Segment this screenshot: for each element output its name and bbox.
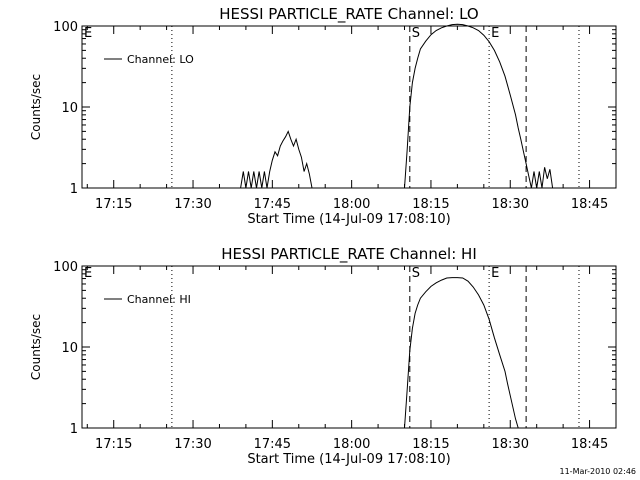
x-tick-label: 17:30 bbox=[174, 437, 211, 452]
panel-lo: HESSI PARTICLE_RATE Channel: LO 17:15 17:3… bbox=[29, 5, 617, 227]
x-axis-label: Start Time (14-Jul-09 17:08:10) bbox=[247, 452, 450, 467]
x-tick-label: 18:00 bbox=[333, 197, 370, 212]
event-marker-label: E bbox=[84, 266, 92, 281]
y-tick-label: 1 bbox=[70, 422, 78, 437]
x-tick-label: 18:15 bbox=[412, 437, 449, 452]
x-tick-label: 17:15 bbox=[95, 437, 132, 452]
y-axis-label: Counts/sec bbox=[29, 314, 43, 380]
event-marker-label: E bbox=[491, 266, 499, 281]
x-tick-label: 17:45 bbox=[254, 437, 291, 452]
y-tick-label: 100 bbox=[53, 20, 78, 35]
panel-hi: HESSI PARTICLE_RATE Channel: HI 17:15 17:3… bbox=[29, 245, 617, 467]
x-tick-label: 18:45 bbox=[571, 197, 608, 212]
x-tick-label: 17:15 bbox=[95, 197, 132, 212]
legend-label: Channel: LO bbox=[127, 53, 194, 66]
data-series-line bbox=[404, 23, 554, 189]
event-marker-label: S bbox=[412, 266, 420, 281]
data-series-line bbox=[404, 277, 519, 429]
x-tick-label: 18:45 bbox=[571, 437, 608, 452]
data-series-line bbox=[240, 130, 315, 189]
event-marker-label: E bbox=[84, 26, 92, 41]
x-tick-label: 18:30 bbox=[492, 437, 529, 452]
x-tick-label: 17:45 bbox=[254, 197, 291, 212]
chart-title: HESSI PARTICLE_RATE Channel: LO bbox=[219, 5, 478, 24]
x-axis-label: Start Time (14-Jul-09 17:08:10) bbox=[247, 212, 450, 227]
x-tick-label: 18:15 bbox=[412, 197, 449, 212]
x-tick-label: 18:00 bbox=[333, 437, 370, 452]
y-tick-label: 10 bbox=[61, 101, 78, 116]
y-tick-label: 1 bbox=[70, 182, 78, 197]
legend-label: Channel: HI bbox=[127, 293, 191, 306]
event-marker-label: S bbox=[412, 26, 420, 41]
y-axis-label: Counts/sec bbox=[29, 74, 43, 140]
plot-frame bbox=[81, 265, 617, 429]
y-tick-label: 100 bbox=[53, 260, 78, 275]
y-tick-label: 10 bbox=[61, 341, 78, 356]
chart-title: HESSI PARTICLE_RATE Channel: HI bbox=[221, 245, 477, 264]
x-tick-label: 17:30 bbox=[174, 197, 211, 212]
plot-frame bbox=[81, 25, 617, 189]
event-marker-label: E bbox=[491, 26, 499, 41]
x-tick-label: 18:30 bbox=[492, 197, 529, 212]
timestamp: 11-Mar-2010 02:46 bbox=[560, 467, 637, 476]
